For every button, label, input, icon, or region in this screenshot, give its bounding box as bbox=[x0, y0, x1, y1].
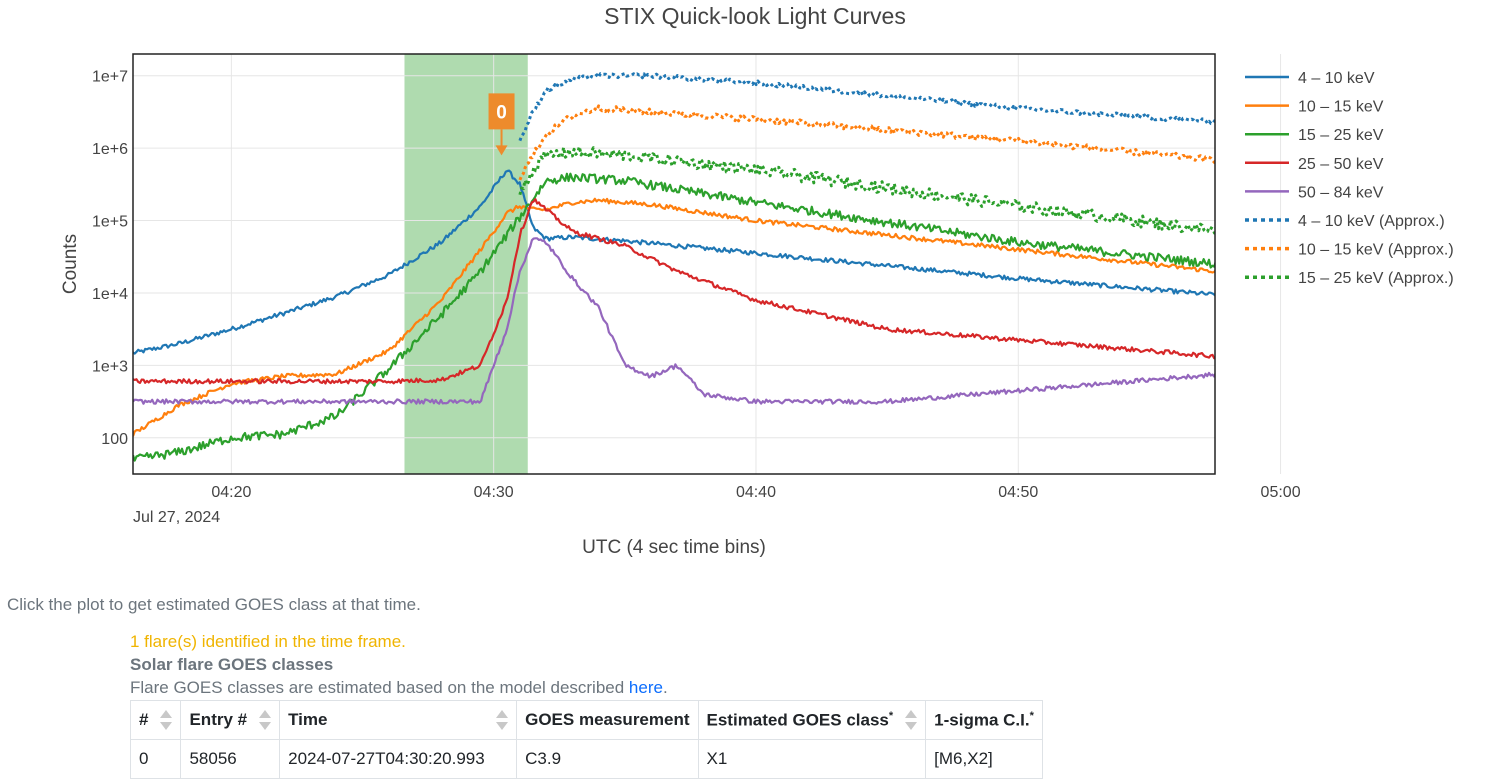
cell-estimated: X1 bbox=[697, 739, 927, 779]
col-header-goes-measurement[interactable]: GOES measurement bbox=[516, 700, 699, 740]
legend-item[interactable]: 50 – 84 keV bbox=[1245, 184, 1384, 201]
legend-label: 15 – 25 keV (Approx.) bbox=[1298, 270, 1454, 287]
y-tick-label: 1e+6 bbox=[92, 141, 128, 158]
curves-group bbox=[133, 72, 1215, 462]
legend-label: 4 – 10 keV bbox=[1298, 70, 1375, 87]
y-tick-label: 1e+3 bbox=[92, 358, 128, 375]
flare-annotation: 0 bbox=[488, 93, 515, 156]
cell-time: 2024-07-27T04:30:20.993 bbox=[279, 739, 518, 779]
legend-item[interactable]: 25 – 50 keV bbox=[1245, 156, 1384, 173]
series-line bbox=[133, 169, 1215, 355]
legend: 4 – 10 keV 10 – 15 keV 15 – 25 keV 25 – 50 … bbox=[1245, 70, 1454, 287]
series-line bbox=[133, 237, 1215, 405]
x-tick-label: 05:00 bbox=[1261, 484, 1301, 501]
col-header-index[interactable]: # bbox=[129, 700, 182, 740]
sort-icon[interactable] bbox=[259, 709, 272, 731]
col-header-time[interactable]: Time bbox=[279, 700, 518, 740]
x-tick-label: 04:20 bbox=[211, 484, 251, 501]
y-axis-title: Counts bbox=[60, 234, 81, 294]
table-row[interactable]: 0 58056 2024-07-27T04:30:20.993 C3.9 X1 … bbox=[129, 739, 1043, 779]
series-line bbox=[133, 172, 1215, 462]
model-link[interactable]: here bbox=[628, 678, 663, 697]
y-tick-label: 1e+7 bbox=[92, 69, 128, 86]
col-header-estimated-class[interactable]: Estimated GOES class* bbox=[697, 700, 927, 740]
col-header-confidence[interactable]: 1-sigma C.I.* bbox=[925, 700, 1043, 740]
legend-item[interactable]: 4 – 10 keV bbox=[1245, 70, 1375, 87]
series-line bbox=[133, 198, 1215, 385]
chart-title: STIX Quick-look Light Curves bbox=[604, 3, 906, 29]
flare-description: Flare GOES classes are estimated based o… bbox=[130, 676, 1230, 699]
legend-item[interactable]: 4 – 10 keV (Approx.) bbox=[1245, 213, 1445, 230]
flare-section: 1 flare(s) identified in the time frame.… bbox=[129, 630, 1230, 779]
legend-item[interactable]: 15 – 25 keV (Approx.) bbox=[1245, 270, 1454, 287]
annotation-label: 0 bbox=[496, 102, 507, 123]
legend-label: 15 – 25 keV bbox=[1298, 127, 1384, 144]
legend-label: 4 – 10 keV (Approx.) bbox=[1298, 213, 1445, 230]
legend-item[interactable]: 10 – 15 keV bbox=[1245, 99, 1384, 116]
x-tick-label: 04:30 bbox=[474, 484, 514, 501]
plot-frame bbox=[132, 53, 1216, 475]
flare-heading: Solar flare GOES classes bbox=[130, 655, 334, 674]
legend-label: 50 – 84 keV bbox=[1298, 184, 1384, 201]
x-tick-label: 04:40 bbox=[736, 484, 776, 501]
sort-icon[interactable] bbox=[496, 709, 509, 731]
annotation-box bbox=[488, 93, 515, 130]
flare-desc-suffix: . bbox=[662, 678, 668, 697]
cell-goes: C3.9 bbox=[516, 739, 699, 779]
x-tick-label: 04:50 bbox=[998, 484, 1038, 501]
y-tick-label: 1e+5 bbox=[92, 214, 128, 231]
col-header-entry[interactable]: Entry # bbox=[180, 700, 281, 740]
legend-item[interactable]: 10 – 15 keV (Approx.) bbox=[1245, 242, 1454, 259]
sort-icon[interactable] bbox=[905, 709, 918, 731]
flare-count-text: 1 flare(s) identified in the time frame. bbox=[130, 632, 406, 651]
flare-desc-prefix: Flare GOES classes are estimated based o… bbox=[130, 678, 629, 697]
cell-ci: [M6,X2] bbox=[925, 739, 1043, 779]
legend-label: 25 – 50 keV bbox=[1298, 156, 1384, 173]
legend-label: 10 – 15 keV bbox=[1298, 99, 1384, 116]
x-axis-title: UTC (4 sec time bins) bbox=[582, 537, 766, 558]
y-tick-label: 100 bbox=[101, 431, 128, 448]
annotation-arrow-head bbox=[495, 145, 508, 156]
y-tick-label: 1e+4 bbox=[92, 286, 128, 303]
series-line bbox=[518, 145, 1215, 235]
plot-click-hint: Click the plot to get estimated GOES cla… bbox=[7, 595, 421, 614]
light-curve-chart[interactable]: STIX Quick-look Light Curves 04:20 04:30 04… bbox=[0, 0, 1492, 570]
x-date-label: Jul 27, 2024 bbox=[133, 509, 220, 526]
cell-entry: 58056 bbox=[180, 739, 281, 779]
sort-icon[interactable] bbox=[160, 709, 173, 731]
legend-item[interactable]: 15 – 25 keV bbox=[1245, 127, 1384, 144]
cell-index: 0 bbox=[129, 739, 182, 779]
flare-table: # Entry # Time GOES measurement Estimate… bbox=[129, 700, 1043, 779]
series-line bbox=[133, 197, 1215, 437]
legend-label: 10 – 15 keV (Approx.) bbox=[1298, 242, 1454, 259]
